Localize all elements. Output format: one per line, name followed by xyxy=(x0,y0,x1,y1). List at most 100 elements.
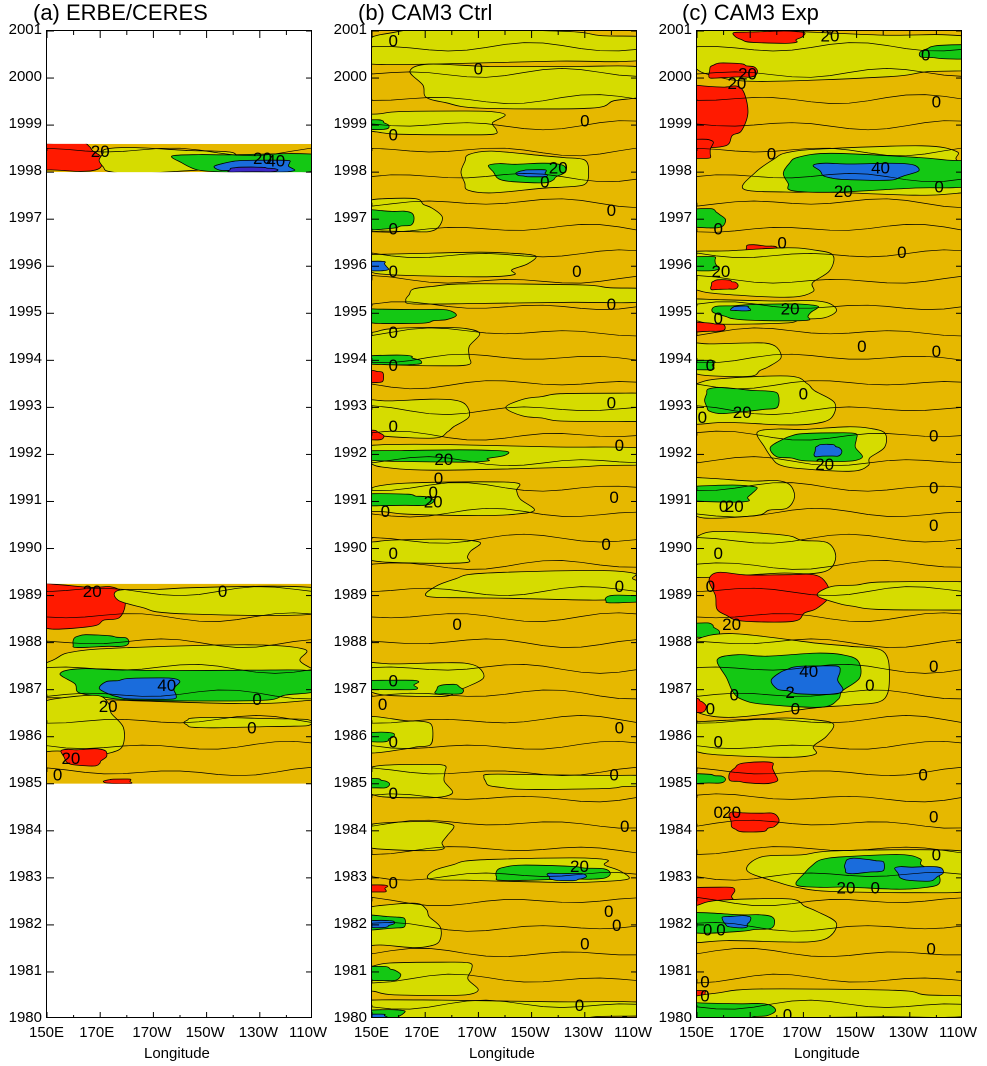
contour-region-yellow xyxy=(405,283,636,305)
y-tick-label: 1980 xyxy=(333,1009,367,1026)
contour-region-green xyxy=(434,683,464,695)
contour-label: 0 xyxy=(609,488,618,507)
contour-label: 0 xyxy=(389,544,398,563)
contour-label: 40 xyxy=(799,662,818,681)
contour-line xyxy=(697,767,961,777)
contour-label: 20 xyxy=(738,64,757,83)
y-tick-label: 1986 xyxy=(658,726,692,744)
contour-label: 0 xyxy=(929,657,938,676)
y-tick-label: 1985 xyxy=(8,773,42,791)
contour-line xyxy=(372,740,636,750)
y-tick-label: 1986 xyxy=(333,726,367,744)
contour-label: 20 xyxy=(836,878,855,897)
contour-label: 0 xyxy=(389,31,398,50)
contour-label: 20 xyxy=(781,300,800,319)
contour-label: 20 xyxy=(570,857,589,876)
y-tick-label: 2000 xyxy=(658,68,692,86)
x-axis-title: Longitude xyxy=(469,1045,535,1062)
contour-line xyxy=(697,173,961,183)
contour-region-green xyxy=(72,634,130,648)
y-tick-label: 1990 xyxy=(333,538,367,556)
contour-label: 0 xyxy=(783,1005,792,1018)
contour-label: 40 xyxy=(266,151,285,170)
x-tick-label: 150W xyxy=(510,1024,550,1041)
y-tick-label: 1990 xyxy=(8,538,42,556)
y-tick-label: 1983 xyxy=(333,867,367,885)
y-tick-label: 1981 xyxy=(333,961,367,979)
contour-line xyxy=(697,482,961,492)
contour-region-red xyxy=(728,761,779,785)
contour-line xyxy=(697,922,961,932)
contour-label: 0 xyxy=(929,478,938,497)
contour-line xyxy=(372,846,636,855)
contour-region-green xyxy=(372,679,420,691)
contour-line xyxy=(372,872,636,881)
contour-label: 0 xyxy=(615,718,624,737)
contour-region-red xyxy=(697,321,726,333)
y-tick-label: 1982 xyxy=(658,914,692,932)
contour-label: 0 xyxy=(706,699,715,718)
contour-line xyxy=(697,612,961,622)
contour-label: 0 xyxy=(620,1012,629,1018)
contour-line xyxy=(697,819,961,829)
y-tick-label: 1994 xyxy=(8,350,42,368)
contour-line xyxy=(372,68,636,78)
panel-c-title: (c) CAM3 Exp xyxy=(682,0,819,25)
contour-label: 0 xyxy=(615,436,624,455)
contour-line xyxy=(697,353,961,364)
contour-line xyxy=(47,638,311,648)
contour-label: 20 xyxy=(99,697,118,716)
contour-label: 0 xyxy=(799,384,808,403)
contour-label: 20 xyxy=(722,615,741,634)
panel-c-plot-area: 20 0 20 20 0 0 40 20 0 0 0 0 20 20 0 0 0 0 0 20 0 0 20 0 0 20 0 0 0 2… xyxy=(696,30,962,1018)
contour-line xyxy=(697,327,961,337)
contour-region-yellow xyxy=(409,63,636,110)
contour-label: 0 xyxy=(381,502,390,521)
contour-label: 0 xyxy=(714,732,723,751)
contour-line xyxy=(47,689,311,700)
contour-region-green xyxy=(372,493,435,507)
contour-line xyxy=(372,173,636,183)
contour-label: 0 xyxy=(575,996,584,1015)
contour-line xyxy=(697,430,961,441)
x-tick-label: 130W xyxy=(888,1024,928,1041)
y-tick-label: 1994 xyxy=(333,350,367,368)
x-tick-label: 150E xyxy=(354,1024,390,1041)
contour-region-yellow xyxy=(372,481,535,517)
contour-line xyxy=(372,689,636,700)
contour-line xyxy=(372,767,636,777)
contour-label: 0 xyxy=(730,685,739,704)
contour-line xyxy=(372,353,636,364)
contour-label: 0 xyxy=(714,803,723,822)
y-tick-label: 1990 xyxy=(658,538,692,556)
x-tick-label: 170E xyxy=(79,1024,115,1041)
contour-label: 20 xyxy=(815,455,834,474)
contour-region-yellow xyxy=(372,999,636,1017)
contour-label: 20 xyxy=(434,450,453,469)
contour-line xyxy=(47,766,311,777)
y-tick-label: 1985 xyxy=(333,773,367,791)
panel-a-svg: 2020402000400200200 xyxy=(47,31,311,1017)
contour-region-blue xyxy=(372,260,390,272)
contour-region-red xyxy=(708,571,831,623)
x-tick-label: 170W xyxy=(132,1024,172,1041)
contour-label: 0 xyxy=(572,262,581,281)
x-tick-label: 170W xyxy=(457,1024,497,1041)
contour-line xyxy=(697,42,961,52)
contour-line xyxy=(697,872,961,881)
y-tick-label: 2000 xyxy=(8,68,42,86)
contour-line xyxy=(697,120,961,131)
contour-label: 0 xyxy=(604,902,613,921)
contour-label: 0 xyxy=(389,126,398,145)
contour-region-blue xyxy=(372,1013,388,1017)
contour-line xyxy=(697,224,961,233)
contour-line xyxy=(372,42,636,52)
contour-region-blue xyxy=(515,169,548,178)
contour-line xyxy=(697,999,961,1010)
contour-label: 20 xyxy=(253,149,272,168)
contour-line xyxy=(47,664,311,674)
contour-label: 0 xyxy=(932,93,941,112)
y-tick-label: 1980 xyxy=(658,1009,692,1026)
y-tick-label: 1995 xyxy=(658,303,692,321)
y-tick-label: 2000 xyxy=(333,68,367,86)
